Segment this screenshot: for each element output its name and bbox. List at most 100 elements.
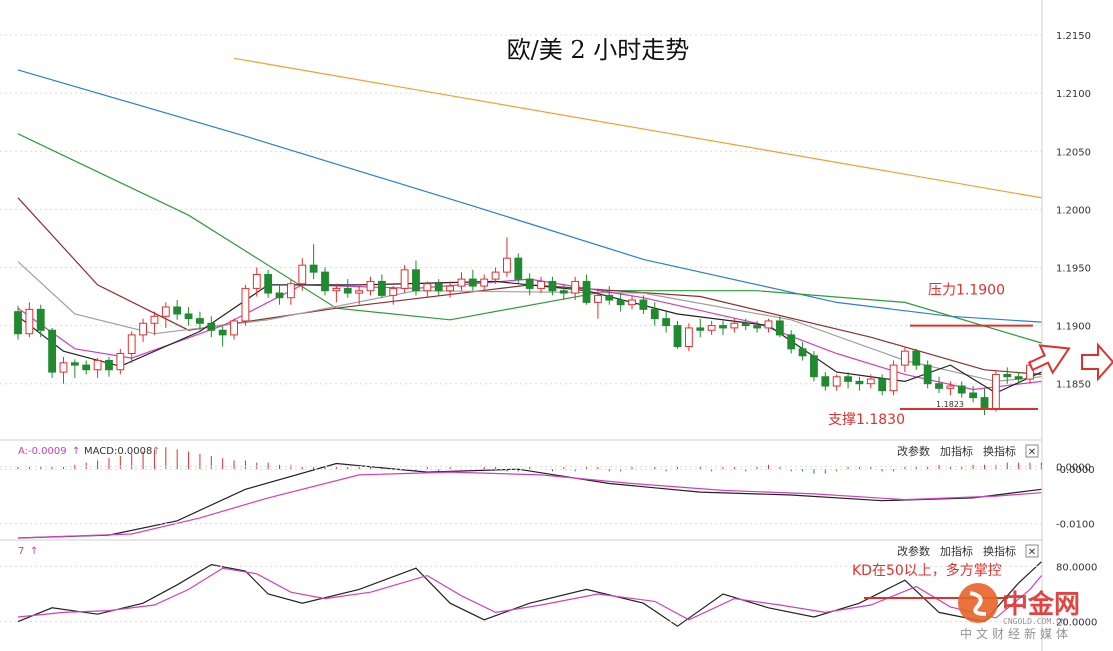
candle-body (514, 257, 523, 280)
switch-indicator-button-kd[interactable]: 换指标 (983, 544, 1016, 558)
candle-body (730, 322, 739, 329)
low-price-label: 1.1823 (936, 400, 964, 409)
logo-tagline: 中文财经新媒体 (960, 626, 1072, 641)
candle-body (139, 322, 147, 336)
candle-body (298, 264, 307, 285)
resistance-label: 压力1.1900 (928, 283, 1005, 299)
change-params-button[interactable]: 改参数 (897, 444, 930, 458)
switch-indicator-button[interactable]: 换指标 (983, 444, 1016, 458)
arrow-icon: ↑ (30, 546, 38, 557)
macd-legend-a: A:-0.0009 (18, 446, 67, 457)
moving-average-lines (17, 57, 1042, 394)
resistance-annotation: 压力1.1900 (910, 283, 1033, 327)
candle-body (901, 350, 909, 366)
add-indicator-button[interactable]: 加指标 (940, 444, 973, 458)
chart-title: 欧/美 2 小时走势 (507, 36, 690, 64)
candle-body (423, 283, 432, 292)
candle-body (605, 294, 614, 301)
candle-body (775, 320, 784, 336)
kd-annotation: KD在50以上，多方掌控 (852, 562, 1002, 579)
price-grid (0, 34, 1042, 385)
candle-body (457, 278, 466, 287)
moving-average-line (17, 280, 1042, 394)
candle-body (855, 380, 864, 385)
candle-body (582, 280, 591, 303)
candle-body (946, 385, 955, 389)
candle-body (36, 308, 45, 331)
candle-body (821, 376, 830, 387)
candle-body (923, 364, 932, 385)
candle-body (161, 306, 170, 317)
candle-body (798, 348, 807, 357)
candle-body (480, 278, 489, 287)
candle-body (241, 287, 250, 322)
price-axis: 1.2150 1.2100 1.2050 1.2000 1.1950 1.1900 1.18… (1056, 31, 1091, 391)
cngold-logo: 中金网 CNGOLD.COM.CN 中文财经新媒体 (958, 583, 1080, 641)
price-tick-label: 1.1850 (1056, 380, 1091, 391)
candle-body (593, 294, 602, 303)
candle-body (150, 315, 159, 324)
candle-body (127, 334, 136, 354)
price-tick-label: 1.2000 (1056, 205, 1091, 216)
candle-body (707, 325, 716, 331)
arrow-icon: ↑ (72, 446, 80, 457)
candle-body (377, 280, 386, 296)
candle-body (184, 313, 193, 320)
candle-body (980, 397, 989, 410)
logo-brand: 中金网 (1002, 589, 1080, 620)
price-tick-label: 1.1900 (1056, 322, 1091, 333)
candle-body (844, 376, 852, 382)
candle-body (866, 378, 875, 385)
candle-body (196, 318, 204, 324)
candle-body (230, 320, 238, 336)
candle-body (741, 322, 750, 327)
candle-body (70, 362, 79, 366)
candle-body (207, 322, 216, 331)
kd-tick-label: 80.0000 (1056, 562, 1097, 573)
candle-body (673, 325, 682, 348)
close-icon[interactable]: ✕ (1028, 447, 1036, 458)
candle-body (105, 359, 113, 371)
candle-body (639, 299, 648, 310)
support-label: 支撑1.1830 (828, 412, 905, 428)
candle-body (719, 325, 727, 329)
change-params-button-kd[interactable]: 改参数 (897, 544, 930, 558)
candle-body (446, 285, 455, 292)
add-indicator-button-kd[interactable]: 加指标 (940, 544, 973, 558)
kd-axis: 80.0000 20.0000 (0, 562, 1097, 629)
candle-body (1003, 373, 1012, 378)
candle-body (548, 280, 557, 292)
candle-body (764, 320, 773, 329)
close-icon-box[interactable] (1025, 444, 1039, 458)
arrow-icon: ↑ (152, 446, 160, 457)
candle-body (991, 373, 1000, 410)
candle-body (889, 364, 898, 392)
candle-body (264, 273, 273, 294)
candle-body (116, 352, 125, 371)
candle-body (969, 392, 978, 399)
support-annotation: 支撑1.1830 1.1823 (828, 400, 1038, 428)
candle-body (400, 269, 409, 289)
candle-body (650, 308, 659, 320)
candle-body (355, 290, 364, 294)
candle-body (810, 355, 818, 378)
close-icon-box-kd[interactable] (1025, 544, 1039, 558)
candle-body (173, 306, 182, 315)
kd-line (17, 567, 1042, 621)
candle-body (434, 283, 443, 292)
kd-line (17, 561, 1042, 627)
candle-body (957, 385, 966, 394)
candle-body (252, 273, 261, 289)
close-icon-kd[interactable]: ✕ (1028, 547, 1036, 558)
candle-body (14, 311, 22, 335)
candle-body (343, 287, 352, 294)
candle-body (559, 290, 568, 294)
logo-swirl-icon (969, 591, 987, 616)
candle-body (286, 283, 295, 299)
candle-body (935, 383, 943, 389)
macd-tick-label: 0.0000 (1056, 462, 1091, 473)
candle-body (832, 376, 841, 387)
candle-body (93, 359, 102, 371)
kd-tick-label: 20.0000 (1056, 618, 1097, 629)
